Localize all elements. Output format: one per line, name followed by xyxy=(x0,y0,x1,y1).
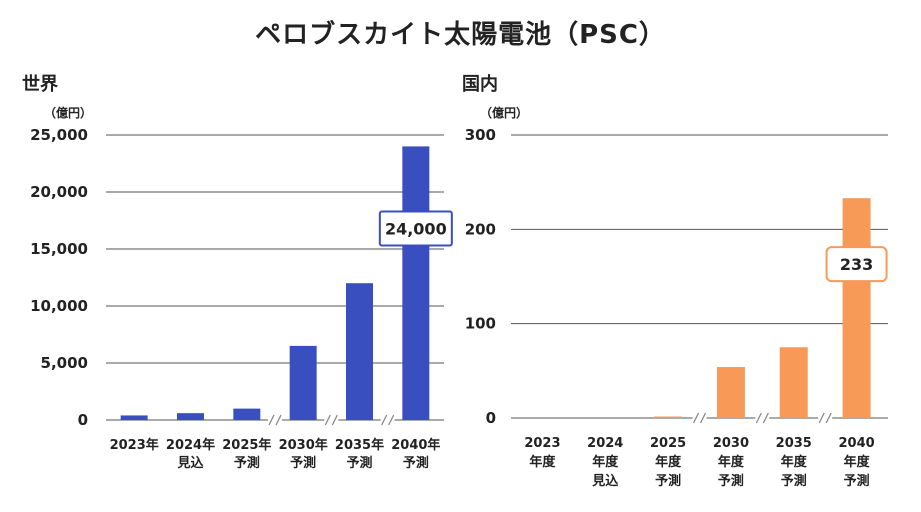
domestic-y-tick-label: 0 xyxy=(486,409,496,427)
world-axis-break-mark xyxy=(324,414,331,426)
world-axis-break-gap xyxy=(324,416,339,424)
domestic-axis-break-gap xyxy=(818,414,833,422)
world-axis-break-gap xyxy=(380,416,395,424)
domestic-data-label-box xyxy=(825,246,888,283)
world-axis-break-mark xyxy=(381,414,388,426)
world-bar-1 xyxy=(177,413,204,420)
chart-title: ペロブスカイト太陽電池（PSC） xyxy=(255,20,666,50)
world-y-tick-label: 0 xyxy=(78,411,88,429)
world-unit-label: （億円） xyxy=(44,105,92,120)
world-bar-5 xyxy=(402,146,430,420)
world-x-tick-label: 2025年予測 xyxy=(222,437,271,471)
world-axis-break-mark xyxy=(331,414,338,426)
world-x-tick-label: 2024年見込 xyxy=(166,437,215,471)
world-bar-3 xyxy=(289,345,317,420)
domestic-y-tick-label: 200 xyxy=(465,220,496,238)
domestic-axis-break-mark xyxy=(818,412,825,424)
domestic-x-tick-label: 2025 年度予測 xyxy=(650,436,686,489)
domestic-x-tick-label: 2040 年度予測 xyxy=(838,436,874,489)
world-data-label-box xyxy=(378,210,453,247)
world-y-tick-label: 20,000 xyxy=(30,183,88,201)
domestic-data-label: 233 xyxy=(840,255,873,274)
world-bar-0 xyxy=(120,415,148,420)
world-x-tick-label: 2023年 xyxy=(110,437,159,453)
world-y-tick-label: 10,000 xyxy=(30,297,88,315)
world-axis-break-mark xyxy=(275,414,282,426)
world-x-tick-label: 2040年予測 xyxy=(391,437,440,471)
domestic-axis-break-mark xyxy=(692,412,700,424)
world-bar-2 xyxy=(233,408,261,420)
world-axis-break-mark xyxy=(268,414,275,426)
domestic-axis-break-gap xyxy=(692,414,707,422)
domestic-axis-break-mark xyxy=(762,412,769,424)
domestic-bar-4 xyxy=(779,347,808,418)
world-y-tick-label: 15,000 xyxy=(30,240,88,258)
domestic-unit-label: （億円） xyxy=(480,105,528,120)
world-axis-break-gap xyxy=(268,416,282,424)
domestic-axis-break-gap xyxy=(755,414,770,422)
domestic-bar-3 xyxy=(716,367,745,418)
domestic-x-tick-label: 2023 年度 xyxy=(524,436,560,470)
domestic-panel-title: 国内 xyxy=(462,74,498,95)
world-panel-title: 世界 xyxy=(22,74,58,95)
world-x-tick-label: 2035年予測 xyxy=(335,437,384,471)
domestic-bar-2 xyxy=(654,416,683,418)
domestic-axis-break-mark xyxy=(699,412,707,424)
domestic-bar-5 xyxy=(842,198,871,418)
world-bar-4 xyxy=(346,283,373,420)
world-y-tick-label: 5,000 xyxy=(41,354,88,372)
domestic-axis-break-mark xyxy=(755,412,762,424)
domestic-x-tick-label: 2035 年度予測 xyxy=(776,436,812,489)
world-y-tick-label: 25,000 xyxy=(30,126,88,144)
domestic-y-tick-label: 300 xyxy=(465,126,496,144)
domestic-axis-break-mark xyxy=(825,412,832,424)
world-x-tick-label: 2030年予測 xyxy=(279,437,328,471)
world-axis-break-mark xyxy=(388,414,395,426)
domestic-y-tick-label: 100 xyxy=(465,315,496,333)
world-data-label: 24,000 xyxy=(385,219,447,238)
domestic-x-tick-label: 2030 年度予測 xyxy=(713,436,749,489)
domestic-x-tick-label: 2024 年度見込 xyxy=(587,436,623,489)
